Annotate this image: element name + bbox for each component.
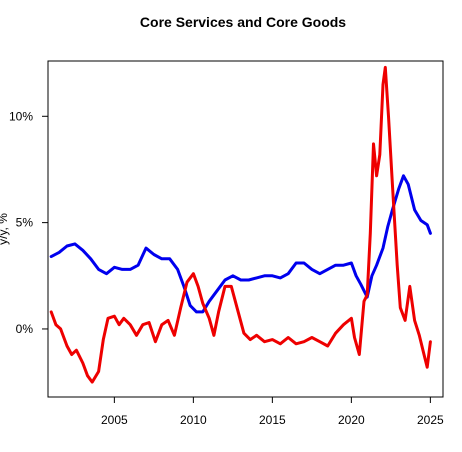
y-tick-label: 5% bbox=[16, 216, 34, 230]
x-tick-label: 2020 bbox=[338, 413, 365, 427]
y-axis-label: y/y, % bbox=[0, 213, 10, 245]
y-axis: 0% 5% 10% bbox=[9, 109, 48, 336]
series-line-2 bbox=[49, 65, 432, 384]
x-tick-label: 2005 bbox=[101, 413, 128, 427]
y-tick-label: 10% bbox=[9, 109, 33, 123]
chart-title: Core Services and Core Goods bbox=[140, 14, 346, 30]
series-layer bbox=[49, 65, 432, 384]
plot-frame bbox=[47, 60, 444, 398]
y-tick-label: 0% bbox=[16, 322, 34, 336]
x-tick-label: 2015 bbox=[259, 413, 286, 427]
x-tick-label: 2010 bbox=[180, 413, 207, 427]
series-line-1 bbox=[49, 174, 432, 314]
x-tick-label: 2025 bbox=[417, 413, 444, 427]
x-axis: 2005 2010 2015 2020 2025 bbox=[101, 397, 444, 427]
